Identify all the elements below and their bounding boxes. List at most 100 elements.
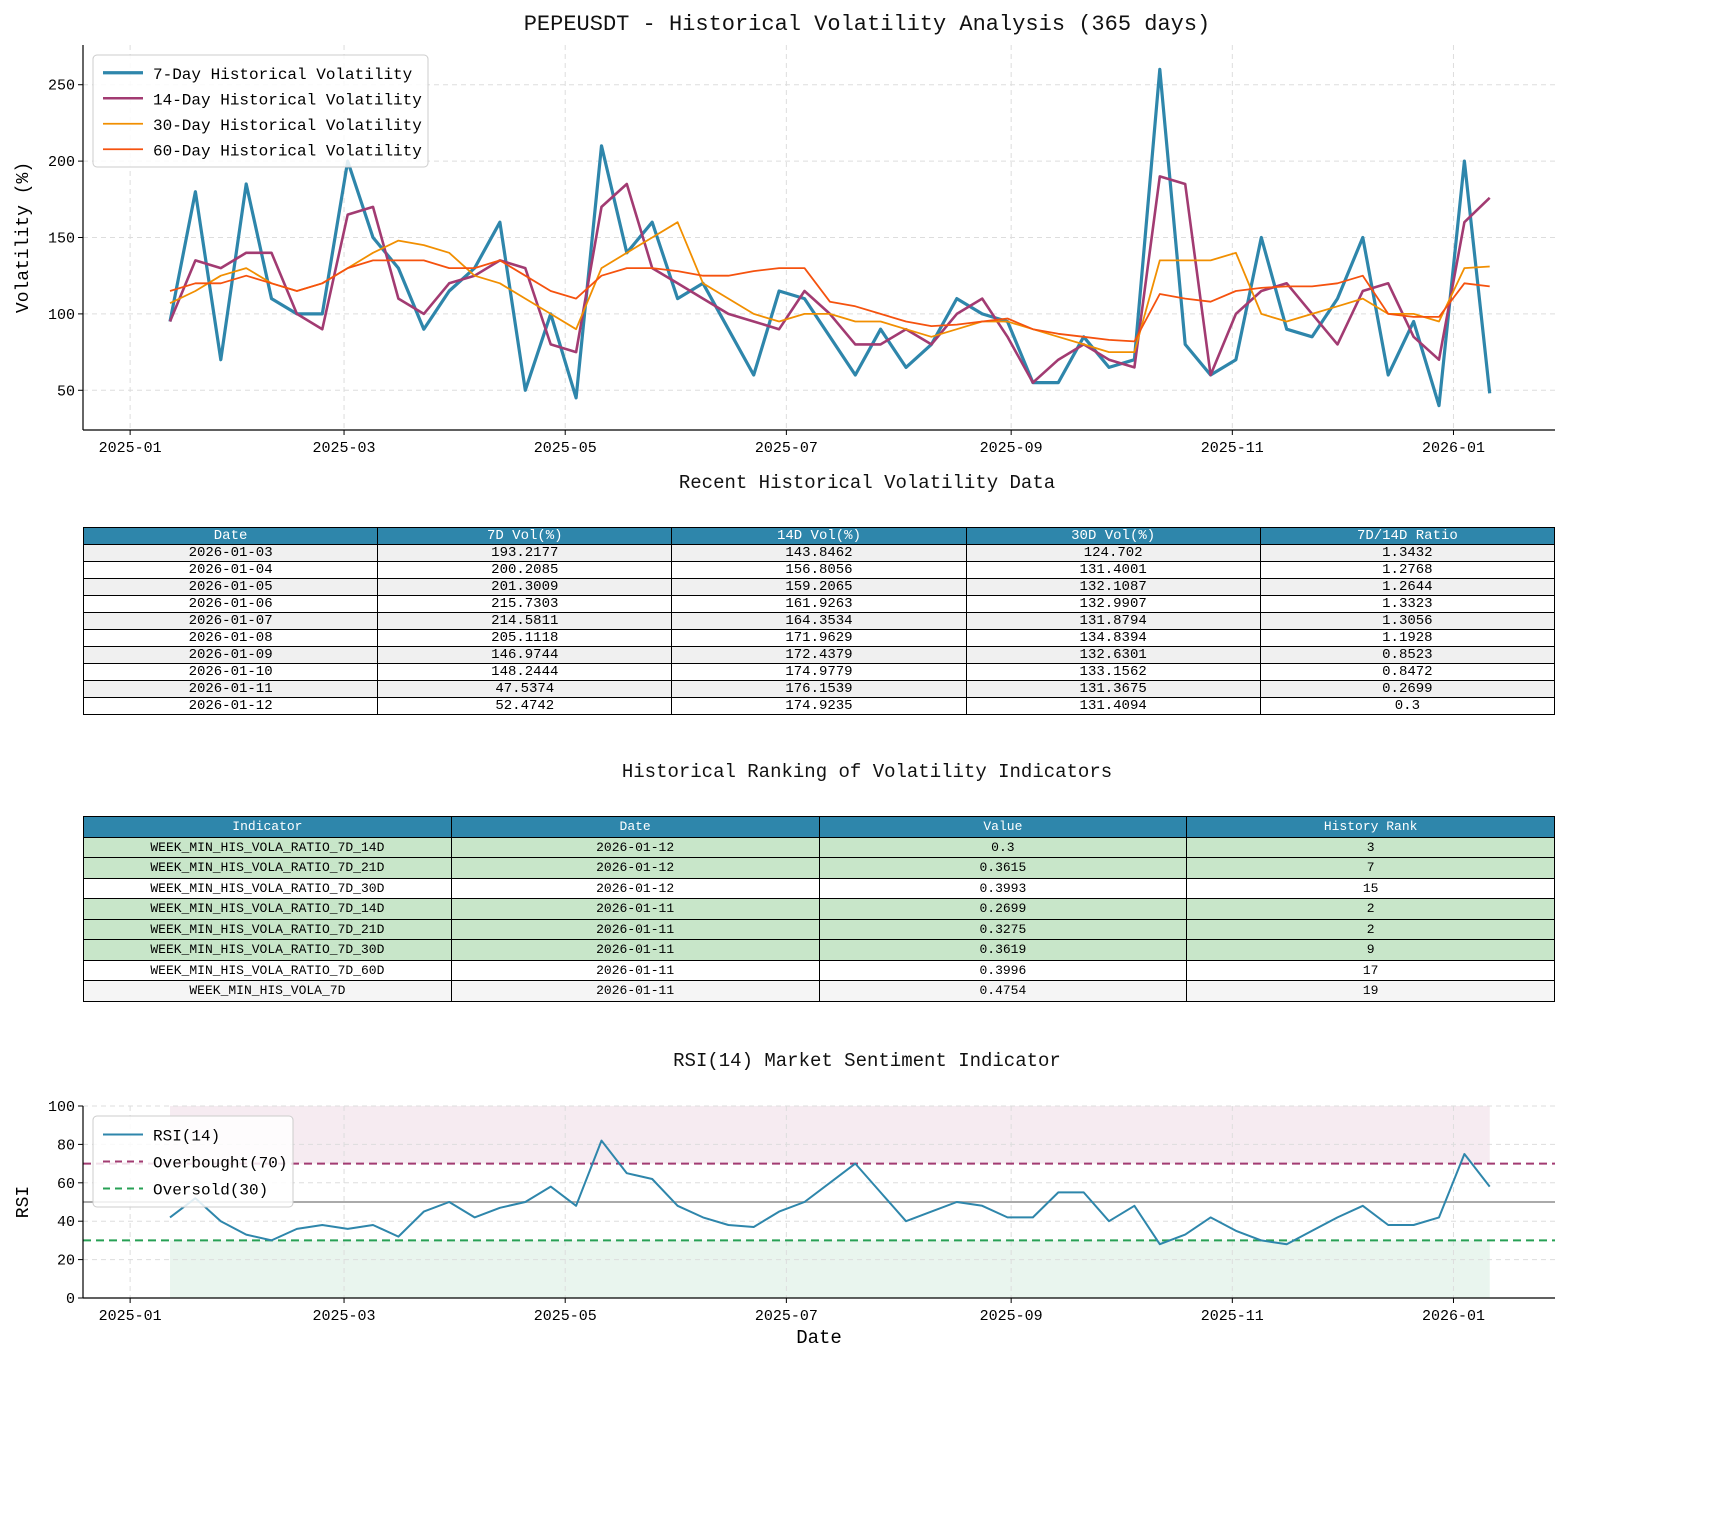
table-cell: 0.3275	[818, 918, 1188, 940]
y-tick-label: 40	[57, 1214, 75, 1231]
table-row: WEEK_MIN_HIS_VOLA_RATIO_7D_21D 2026-01-11…	[83, 918, 1555, 940]
table-cell: 134.8394	[965, 629, 1261, 647]
column-header: Date	[450, 816, 820, 838]
y-tick-label: 150	[48, 231, 75, 248]
table-cell: 124.702	[965, 544, 1261, 562]
column-header: 7D Vol(%)	[377, 527, 673, 545]
legend-box	[92, 54, 429, 168]
shaded-band	[170, 1106, 1490, 1164]
table-row: 2026-01-05 201.3009 159.2065 132.1087 1.2644	[82, 578, 1556, 596]
table1-title: Recent Historical Volatility Data	[678, 472, 1056, 494]
table-cell: 2026-01-11	[82, 680, 379, 698]
x-tick-label: 2025-07	[755, 440, 818, 457]
x-tick-label: 2026-01	[1422, 440, 1485, 457]
y-tick-label: 80	[57, 1137, 75, 1154]
table-row: WEEK_MIN_HIS_VOLA_7D 2026-01-11 0.4754 19	[83, 980, 1555, 1002]
x-tick-label: 2025-11	[1201, 440, 1264, 457]
y-tick-label: 0	[66, 1291, 75, 1308]
x-tick-label: 2025-07	[755, 1308, 818, 1325]
table-cell: 132.1087	[965, 578, 1261, 596]
series-line	[169, 221, 1490, 354]
table-cell: 164.3534	[671, 612, 967, 630]
table-cell: 2	[1186, 898, 1555, 920]
recent-volatility-table: Date 7D Vol(%) 14D Vol(%) 30D Vol(%) 7D/14D …	[82, 527, 1556, 715]
column-header: Value	[818, 816, 1188, 838]
table-row: 2026-01-09 146.9744 172.4379 132.6301 0.8523	[82, 646, 1556, 664]
table-cell: 214.5811	[377, 612, 673, 630]
table-cell: 174.9235	[671, 697, 967, 715]
table-cell: 2026-01-12	[450, 836, 820, 858]
table-cell: 174.9779	[671, 663, 967, 681]
table-cell: 1.3323	[1259, 595, 1556, 613]
table-cell: 2026-01-06	[82, 595, 379, 613]
table-row: 2026-01-06 215.7303 161.9263 132.9907 1.3323	[82, 595, 1556, 613]
chart-title: PEPEUSDT - Historical Volatility Analysi…	[523, 12, 1211, 37]
legend-label: 7-Day Historical Volatility	[153, 66, 413, 84]
table-cell: 161.9263	[671, 595, 967, 613]
table-cell: 2026-01-11	[450, 980, 820, 1002]
series-line	[168, 175, 1491, 384]
table-cell: 1.2768	[1259, 561, 1556, 579]
table-cell: 52.4742	[377, 697, 673, 715]
x-tick-label: 2025-01	[99, 1308, 162, 1325]
table-cell: 131.4001	[965, 561, 1261, 579]
table-cell: 2026-01-12	[450, 857, 820, 879]
table-cell: WEEK_MIN_HIS_VOLA_7D	[83, 980, 452, 1002]
table-cell: 193.2177	[377, 544, 673, 562]
series-line	[169, 259, 1490, 343]
table-cell: 201.3009	[377, 578, 673, 596]
table-row: 2026-01-04 200.2085 156.8056 131.4001 1.2768	[82, 561, 1556, 579]
table-cell: 148.2444	[377, 663, 673, 681]
y-tick-label: 100	[48, 1099, 75, 1116]
table-cell: 2026-01-12	[82, 697, 379, 715]
table-cell: 131.8794	[965, 612, 1261, 630]
series-line	[169, 1139, 1491, 1246]
volatility-chart: 2025-01 2025-03 2025-05 2025-07 2025-09 2025-…	[14, 45, 1555, 457]
table-cell: 1.3056	[1259, 612, 1556, 630]
x-tick-label: 2025-11	[1201, 1308, 1264, 1325]
table-row: WEEK_MIN_HIS_VOLA_RATIO_7D_30D 2026-01-11…	[83, 939, 1555, 961]
x-tick-label: 2025-03	[313, 440, 376, 457]
column-header: Date	[82, 527, 379, 545]
ranking-table: Indicator Date Value History Rank WEEK_MIN_H…	[83, 816, 1555, 1002]
table-cell: 2026-01-11	[450, 898, 820, 920]
table-cell: 0.3	[818, 836, 1188, 858]
rsi-title: RSI(14) Market Sentiment Indicator	[673, 1050, 1061, 1072]
table-row: WEEK_MIN_HIS_VOLA_RATIO_7D_21D 2026-01-12…	[83, 857, 1555, 879]
table-cell: 0.8523	[1259, 646, 1556, 664]
y-axis-label: Volatility (%)	[14, 162, 34, 313]
y-tick-label: 20	[57, 1253, 75, 1270]
table-row: 2026-01-03 193.2177 143.8462 124.702 1.3432	[82, 544, 1556, 562]
column-header: Indicator	[83, 816, 452, 838]
table-cell: 131.3675	[965, 680, 1261, 698]
x-tick-label: 2025-03	[313, 1308, 376, 1325]
table-cell: 0.2699	[1259, 680, 1556, 698]
table-cell: 1.3432	[1259, 544, 1556, 562]
table-cell: 0.3615	[818, 857, 1188, 879]
table-cell: 47.5374	[377, 680, 673, 698]
x-tick-label: 2025-05	[534, 440, 597, 457]
table-cell: 2026-01-12	[450, 877, 820, 899]
table-row: 2026-01-07 214.5811 164.3534 131.8794 1.3056	[82, 612, 1556, 630]
table-cell: 131.4094	[965, 697, 1261, 715]
table-row: 2026-01-11 47.5374 176.1539 131.3675 0.2699	[82, 680, 1556, 698]
legend-label: 14-Day Historical Volatility	[153, 91, 422, 109]
series-line	[168, 67, 1492, 408]
y-tick-label: 60	[57, 1176, 75, 1193]
legend-label: Overbought(70)	[153, 1155, 287, 1173]
x-tick-label: 2025-09	[980, 1308, 1043, 1325]
table-cell: 0.3996	[818, 959, 1188, 981]
table-cell: 205.1118	[377, 629, 673, 647]
table-cell: 2026-01-03	[82, 544, 379, 562]
table-cell: 146.9744	[377, 646, 673, 664]
legend-label: 60-Day Historical Volatility	[153, 142, 422, 160]
y-tick-label: 200	[48, 154, 75, 171]
y-tick-label: 100	[48, 307, 75, 324]
table-cell: 0.8472	[1259, 663, 1556, 681]
table-cell: WEEK_MIN_HIS_VOLA_RATIO_7D_21D	[83, 857, 452, 879]
table-cell: 7	[1186, 857, 1555, 879]
table-cell: 19	[1186, 980, 1555, 1002]
table-cell: 133.1562	[965, 663, 1261, 681]
legend-label: RSI(14)	[153, 1128, 220, 1146]
table-cell: WEEK_MIN_HIS_VOLA_RATIO_7D_30D	[83, 877, 452, 899]
